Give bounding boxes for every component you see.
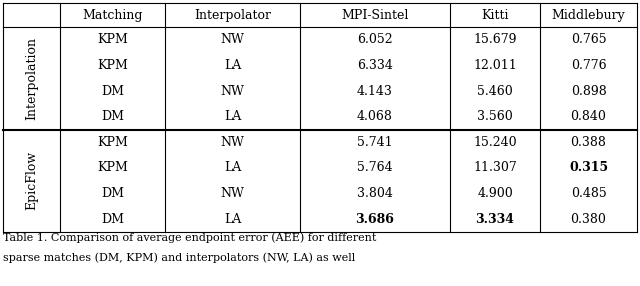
Text: LA: LA: [224, 59, 241, 72]
Text: 15.679: 15.679: [473, 33, 516, 46]
Text: DM: DM: [101, 187, 124, 200]
Text: LA: LA: [224, 110, 241, 123]
Text: NW: NW: [221, 187, 244, 200]
Text: Middlebury: Middlebury: [552, 9, 625, 21]
Text: 3.560: 3.560: [477, 110, 513, 123]
Text: 0.315: 0.315: [569, 162, 608, 174]
Text: 15.240: 15.240: [473, 136, 517, 149]
Text: LA: LA: [224, 162, 241, 174]
Text: DM: DM: [101, 110, 124, 123]
Text: 6.052: 6.052: [357, 33, 393, 46]
Text: sparse matches (DM, KPM) and interpolators (NW, LA) as well: sparse matches (DM, KPM) and interpolato…: [3, 253, 355, 263]
Text: EpicFlow: EpicFlow: [25, 151, 38, 210]
Text: 0.898: 0.898: [571, 85, 606, 98]
Text: 4.068: 4.068: [357, 110, 393, 123]
Text: 6.334: 6.334: [357, 59, 393, 72]
Text: Matching: Matching: [83, 9, 143, 21]
Text: 0.776: 0.776: [571, 59, 606, 72]
Text: 5.764: 5.764: [357, 162, 393, 174]
Text: DM: DM: [101, 85, 124, 98]
Text: 0.485: 0.485: [571, 187, 606, 200]
Text: 0.380: 0.380: [571, 213, 607, 226]
Text: KPM: KPM: [97, 136, 128, 149]
Text: 5.460: 5.460: [477, 85, 513, 98]
Text: Table 1. Comparison of average endpoint error (AEE) for different: Table 1. Comparison of average endpoint …: [3, 233, 376, 243]
Text: KPM: KPM: [97, 59, 128, 72]
Text: 3.804: 3.804: [357, 187, 393, 200]
Text: NW: NW: [221, 85, 244, 98]
Text: 0.840: 0.840: [571, 110, 607, 123]
Text: Interpolator: Interpolator: [194, 9, 271, 21]
Text: 11.307: 11.307: [473, 162, 517, 174]
Text: KPM: KPM: [97, 162, 128, 174]
Text: 0.388: 0.388: [571, 136, 607, 149]
Text: 4.900: 4.900: [477, 187, 513, 200]
Text: Kitti: Kitti: [481, 9, 509, 21]
Text: 0.765: 0.765: [571, 33, 606, 46]
Text: KPM: KPM: [97, 33, 128, 46]
Text: 3.686: 3.686: [356, 213, 394, 226]
Text: 4.143: 4.143: [357, 85, 393, 98]
Text: Interpolation: Interpolation: [25, 37, 38, 120]
Text: MPI-Sintel: MPI-Sintel: [341, 9, 409, 21]
Text: NW: NW: [221, 33, 244, 46]
Text: DM: DM: [101, 213, 124, 226]
Text: 5.741: 5.741: [357, 136, 393, 149]
Text: 12.011: 12.011: [473, 59, 517, 72]
Text: 3.334: 3.334: [476, 213, 515, 226]
Text: LA: LA: [224, 213, 241, 226]
Text: NW: NW: [221, 136, 244, 149]
